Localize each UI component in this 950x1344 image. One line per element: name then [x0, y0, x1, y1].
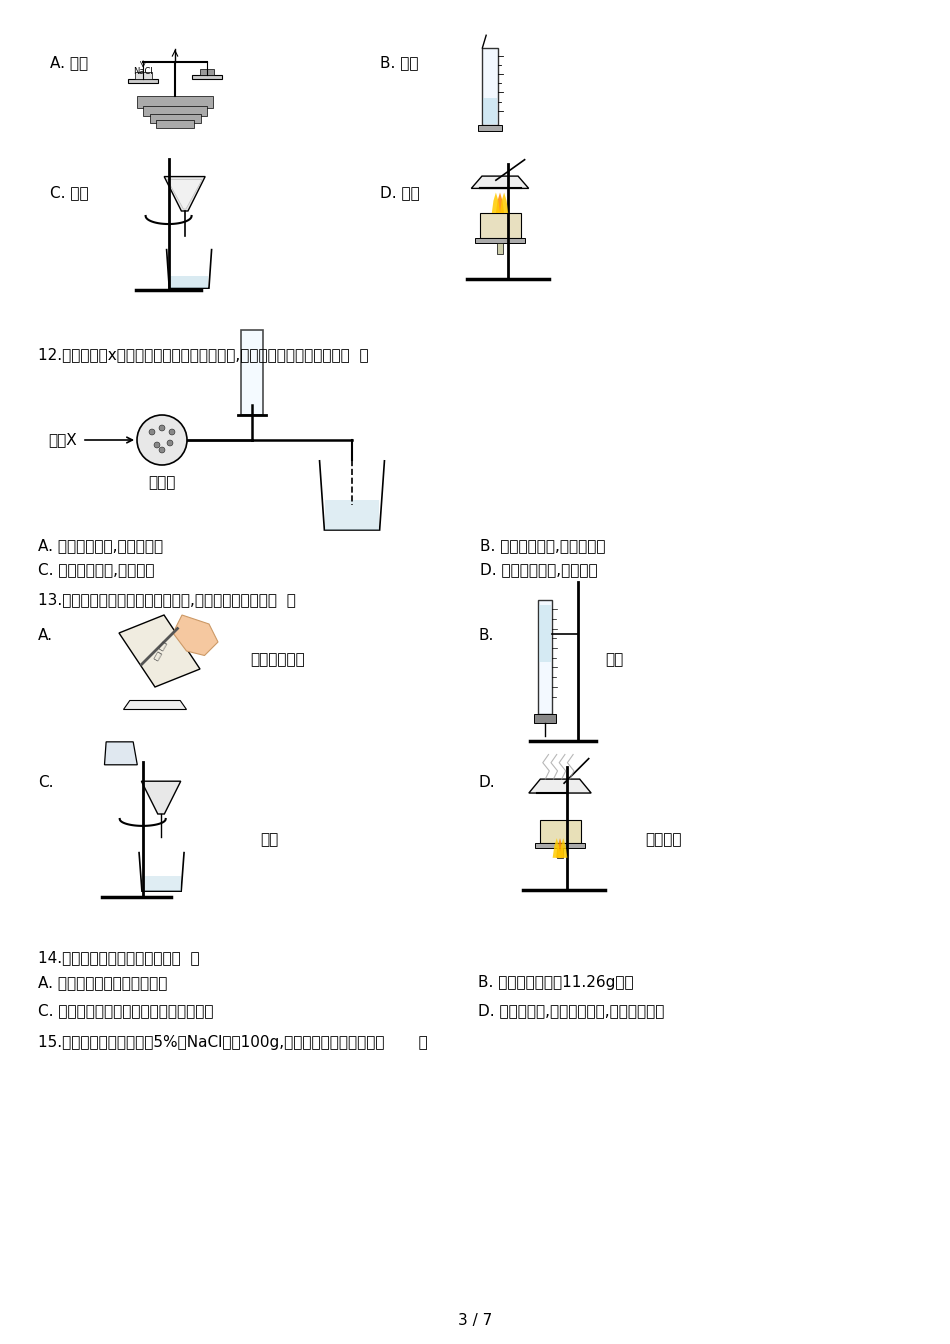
Text: C. 用完滴瓶上的滴管不需水冲洗放回滴瓶: C. 用完滴瓶上的滴管不需水冲洗放回滴瓶: [38, 1003, 214, 1017]
Text: A.: A.: [38, 628, 53, 642]
Polygon shape: [124, 700, 186, 710]
Text: 3 / 7: 3 / 7: [458, 1313, 492, 1328]
Text: 蒸发结晶: 蒸发结晶: [645, 832, 681, 848]
Bar: [149, 114, 200, 124]
Circle shape: [167, 439, 173, 446]
Text: 气体X: 气体X: [48, 433, 77, 448]
Text: C. 密度比空气大,难溶于水: C. 密度比空气大,难溶于水: [38, 562, 155, 577]
Bar: [137, 95, 213, 108]
Bar: [143, 106, 207, 116]
Polygon shape: [529, 780, 591, 793]
Text: 过滤: 过滤: [260, 832, 278, 848]
Text: B. 溶解: B. 溶解: [380, 55, 419, 70]
Text: D.: D.: [478, 775, 495, 790]
Polygon shape: [173, 616, 218, 656]
Polygon shape: [496, 192, 504, 212]
Polygon shape: [553, 839, 560, 857]
Text: 取一定量粗盐: 取一定量粗盐: [250, 652, 305, 668]
Text: B. 用托盘天平称取11.26g食盐: B. 用托盘天平称取11.26g食盐: [478, 974, 634, 991]
Text: 粗
盐: 粗 盐: [152, 640, 168, 661]
Bar: [135, 73, 152, 79]
Circle shape: [137, 415, 187, 465]
Polygon shape: [119, 616, 200, 687]
Bar: [200, 69, 214, 75]
Bar: [538, 599, 552, 715]
Polygon shape: [471, 176, 529, 188]
Bar: [483, 48, 498, 125]
Circle shape: [149, 429, 155, 435]
Polygon shape: [104, 742, 138, 765]
Bar: [480, 212, 521, 238]
Bar: [478, 125, 502, 132]
Text: B. 密度比空气小,极易溶于水: B. 密度比空气小,极易溶于水: [480, 538, 605, 552]
Polygon shape: [556, 839, 564, 857]
Text: A. 密度比空气大,极易溶于水: A. 密度比空气大,极易溶于水: [38, 538, 163, 552]
Polygon shape: [167, 180, 202, 210]
Text: D. 密度比空气小,难溶于水: D. 密度比空气小,难溶于水: [480, 562, 598, 577]
Polygon shape: [142, 876, 180, 891]
Bar: [557, 848, 563, 857]
Bar: [497, 242, 504, 254]
Polygon shape: [492, 192, 500, 212]
Bar: [241, 331, 263, 415]
Text: D. 蒸发: D. 蒸发: [380, 185, 420, 200]
Circle shape: [154, 442, 160, 448]
Text: A. 在量筒中溶解氢氧化钠固体: A. 在量筒中溶解氢氧化钠固体: [38, 974, 167, 991]
Polygon shape: [142, 781, 180, 814]
Text: 14.以下实验操作符合标准的是〔  〕: 14.以下实验操作符合标准的是〔 〕: [38, 950, 199, 965]
Text: 12.如图是气体x的枯燥、收集、尾气吸收装置,该气体可能的物理性质是〔  〕: 12.如图是气体x的枯燥、收集、尾气吸收装置,该气体可能的物理性质是〔 〕: [38, 347, 369, 362]
FancyBboxPatch shape: [192, 75, 221, 79]
Text: 13.如下图是实验过程中的局部操作,其中正确的选项是〔  〕: 13.如下图是实验过程中的局部操作,其中正确的选项是〔 〕: [38, 591, 295, 607]
Text: NaCl: NaCl: [133, 67, 153, 77]
Circle shape: [159, 425, 165, 431]
Text: C.: C.: [38, 775, 53, 790]
Polygon shape: [325, 500, 379, 530]
Bar: [475, 238, 524, 242]
Text: B.: B.: [478, 628, 493, 642]
Circle shape: [169, 429, 175, 435]
Polygon shape: [560, 839, 567, 857]
Bar: [484, 98, 497, 125]
Text: 15.现配制溶质质量分数为5%的NaCl溶液100g,以下操作错误的图示是〔       〕: 15.现配制溶质质量分数为5%的NaCl溶液100g,以下操作错误的图示是〔 〕: [38, 1035, 428, 1050]
FancyBboxPatch shape: [128, 79, 158, 83]
Text: D. 熄灭酒精灯,可用灯帽盖灭,也可用嘴吹灭: D. 熄灭酒精灯,可用灯帽盖灭,也可用嘴吹灭: [478, 1003, 664, 1017]
Polygon shape: [170, 276, 208, 288]
Text: 碱石灰: 碱石灰: [148, 474, 176, 491]
Text: 溶解: 溶解: [605, 652, 623, 668]
Bar: [536, 843, 584, 848]
Bar: [156, 120, 194, 128]
Polygon shape: [164, 176, 205, 211]
Bar: [540, 820, 580, 843]
Bar: [534, 715, 557, 723]
Text: C. 过滤: C. 过滤: [50, 185, 88, 200]
Text: A. 称量: A. 称量: [50, 55, 88, 70]
Circle shape: [159, 448, 165, 453]
Bar: [539, 605, 551, 663]
Polygon shape: [500, 192, 508, 212]
